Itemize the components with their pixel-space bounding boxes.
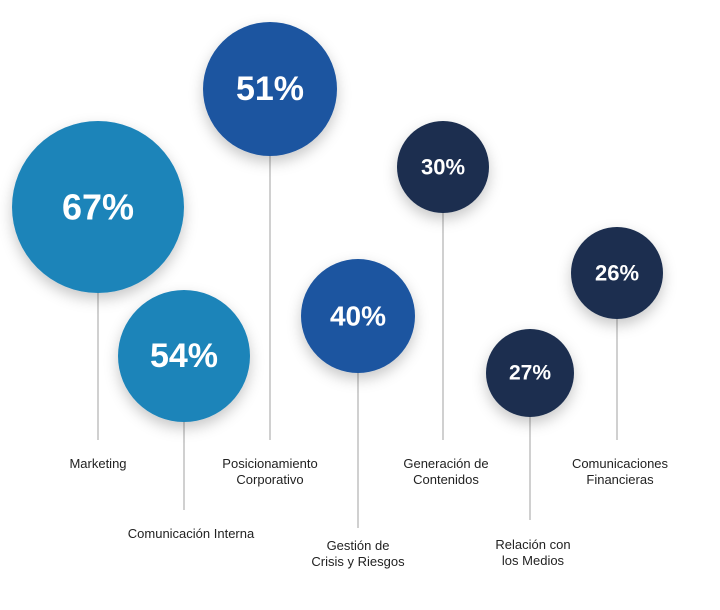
category-label-item-1: Marketing — [69, 456, 126, 471]
category-label-item-2: Comunicación Interna — [128, 526, 255, 541]
category-label-item-5-line-2: Contenidos — [413, 472, 479, 487]
bubble-value-item-3: 51% — [236, 70, 304, 108]
category-label-item-6-line-1: Relación con — [495, 537, 570, 552]
stems — [97, 152, 618, 528]
category-labels: Marketing Comunicación Interna Posicionami… — [69, 456, 668, 569]
category-label-item-5-line-1: Generación de — [403, 456, 488, 471]
bubble-value-item-4: 40% — [330, 301, 386, 332]
bubble-value-item-5: 30% — [421, 155, 465, 180]
category-label-item-7-line-1: Comunicaciones — [572, 456, 669, 471]
bubble-item-7 — [571, 227, 663, 319]
bubble-item-4 — [301, 259, 415, 373]
bubble-item-1 — [12, 121, 184, 293]
category-label-item-6-line-2: los Medios — [502, 553, 565, 568]
bubbles: 67% 54% 51% 40% 30% 27% 26% — [12, 22, 663, 422]
bubble-item-5 — [397, 121, 489, 213]
category-label-item-3-line-1: Posicionamiento — [222, 456, 317, 471]
bubble-item-3 — [203, 22, 337, 156]
bubble-item-6 — [486, 329, 574, 417]
category-label-item-4-line-2: Crisis y Riesgos — [311, 554, 405, 569]
bubble-value-item-1: 67% — [62, 187, 134, 228]
bubble-item-2 — [118, 290, 250, 422]
bubble-value-item-2: 54% — [150, 337, 218, 375]
bubble-value-item-6: 27% — [509, 362, 551, 385]
bubble-value-item-7: 26% — [595, 261, 639, 286]
category-label-item-4-line-1: Gestión de — [327, 538, 390, 553]
category-label-item-3-line-2: Corporativo — [236, 472, 303, 487]
category-label-item-7-line-2: Financieras — [586, 472, 654, 487]
